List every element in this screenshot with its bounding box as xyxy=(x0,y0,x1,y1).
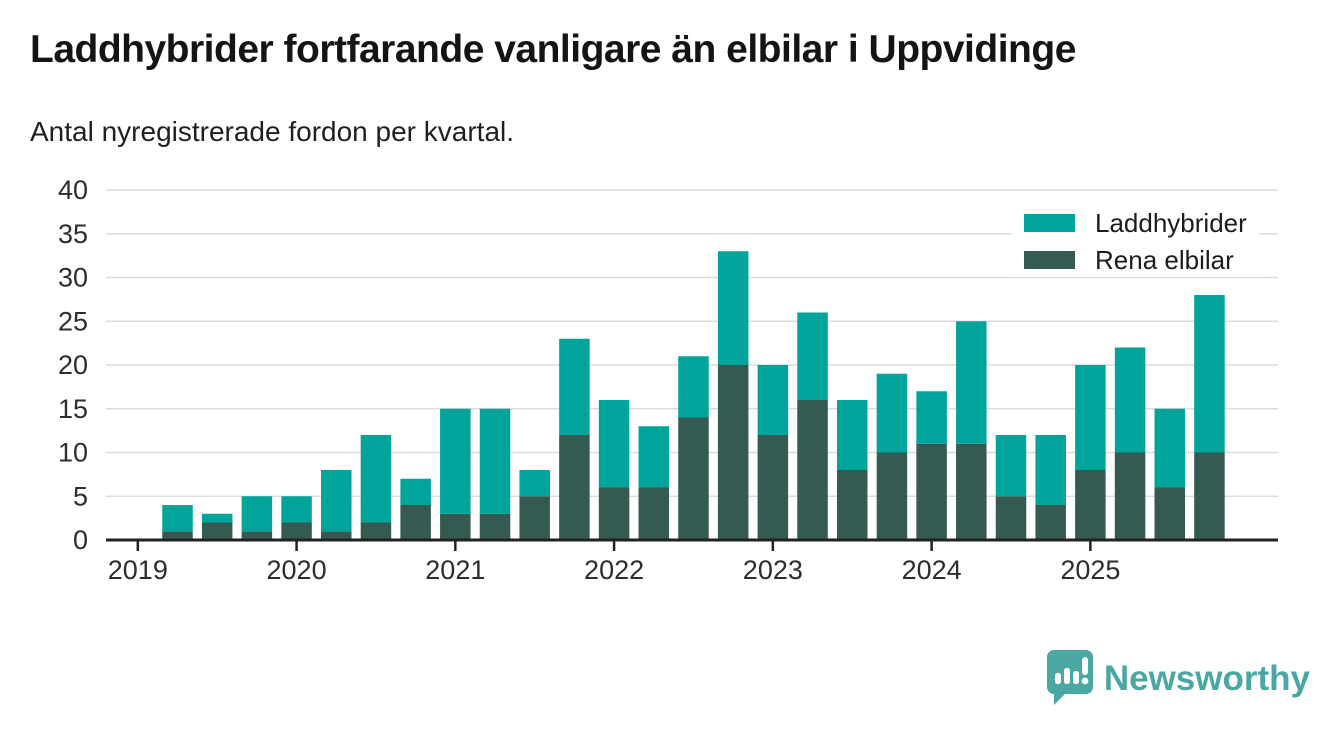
y-axis-label: 15 xyxy=(58,394,88,424)
brand-logo: Newsworthy xyxy=(1046,649,1310,709)
x-axis-label: 2021 xyxy=(425,555,485,585)
bar-segment-rena-elbilar xyxy=(797,400,828,540)
y-axis-label: 5 xyxy=(73,481,88,511)
legend-swatch-laddhybrider xyxy=(1024,214,1075,232)
y-axis-label: 20 xyxy=(58,350,88,380)
bar-segment-rena-elbilar xyxy=(599,488,630,541)
bar-segment-rena-elbilar xyxy=(1194,453,1225,541)
bar-segment-laddhybrider xyxy=(996,435,1027,496)
bar-segment-rena-elbilar xyxy=(281,523,312,541)
bar-segment-laddhybrider xyxy=(678,356,709,417)
bar-segment-laddhybrider xyxy=(1035,435,1066,505)
bar-segment-laddhybrider xyxy=(1155,409,1186,488)
bar-segment-rena-elbilar xyxy=(559,435,590,540)
bar-segment-laddhybrider xyxy=(202,514,233,523)
bar-segment-laddhybrider xyxy=(599,400,630,488)
x-axis-label: 2024 xyxy=(902,555,962,585)
bar-segment-laddhybrider xyxy=(559,339,590,435)
bar-segment-laddhybrider xyxy=(242,496,273,531)
legend-item-rena-elbilar: Rena elbilar xyxy=(1024,251,1247,269)
bar-segment-laddhybrider xyxy=(1115,348,1146,453)
bar-segment-rena-elbilar xyxy=(1035,505,1066,540)
bar-segment-laddhybrider xyxy=(1194,295,1225,453)
x-axis-label: 2022 xyxy=(584,555,644,585)
bar-segment-rena-elbilar xyxy=(639,488,670,541)
bar-segment-laddhybrider xyxy=(400,479,431,505)
bar-segment-rena-elbilar xyxy=(480,514,511,540)
stacked-bar-chart: 2019202020212022202320242025051015202530… xyxy=(0,0,1340,733)
newsworthy-icon xyxy=(1046,649,1094,709)
bar-segment-rena-elbilar xyxy=(916,444,947,540)
bar-segment-laddhybrider xyxy=(321,470,352,531)
bar-segment-rena-elbilar xyxy=(877,453,908,541)
bar-segment-laddhybrider xyxy=(440,409,471,514)
y-axis-label: 0 xyxy=(73,525,88,555)
bar-segment-rena-elbilar xyxy=(956,444,987,540)
bar-segment-rena-elbilar xyxy=(996,496,1027,540)
bar-segment-rena-elbilar xyxy=(1115,453,1146,541)
bar-segment-laddhybrider xyxy=(639,426,670,487)
bar-segment-laddhybrider xyxy=(758,365,789,435)
bar-segment-rena-elbilar xyxy=(400,505,431,540)
legend-swatch-rena-elbilar xyxy=(1024,251,1075,269)
legend-item-laddhybrider: Laddhybrider xyxy=(1024,214,1247,232)
bar-segment-rena-elbilar xyxy=(1155,488,1186,541)
bar-segment-rena-elbilar xyxy=(718,365,749,540)
y-axis-label: 30 xyxy=(58,263,88,293)
bar-segment-laddhybrider xyxy=(162,505,193,531)
bar-segment-rena-elbilar xyxy=(440,514,471,540)
bar-segment-laddhybrider xyxy=(956,321,987,444)
y-axis-label: 35 xyxy=(58,219,88,249)
bar-segment-rena-elbilar xyxy=(202,523,233,541)
bar-segment-laddhybrider xyxy=(361,435,392,523)
y-axis-label: 25 xyxy=(58,306,88,336)
bar-segment-rena-elbilar xyxy=(361,523,392,541)
bar-segment-laddhybrider xyxy=(281,496,312,522)
bar-segment-laddhybrider xyxy=(519,470,550,496)
bar-segment-laddhybrider xyxy=(837,400,868,470)
legend-label-laddhybrider: Laddhybrider xyxy=(1095,214,1247,232)
x-axis-label: 2023 xyxy=(743,555,803,585)
brand-name: Newsworthy xyxy=(1104,659,1310,699)
y-axis-label: 10 xyxy=(58,438,88,468)
bar-segment-rena-elbilar xyxy=(1075,470,1106,540)
bar-segment-laddhybrider xyxy=(480,409,511,514)
bar-segment-laddhybrider xyxy=(916,391,947,444)
legend-label-rena-elbilar: Rena elbilar xyxy=(1095,251,1234,269)
bar-segment-rena-elbilar xyxy=(678,418,709,541)
bar-segment-laddhybrider xyxy=(718,251,749,365)
x-axis-label: 2025 xyxy=(1060,555,1120,585)
bar-segment-laddhybrider xyxy=(797,313,828,401)
chart-legend: Laddhybrider Rena elbilar xyxy=(1012,208,1259,277)
bar-segment-rena-elbilar xyxy=(837,470,868,540)
bar-segment-laddhybrider xyxy=(877,374,908,453)
bar-segment-rena-elbilar xyxy=(519,496,550,540)
y-axis-label: 40 xyxy=(58,175,88,205)
bar-segment-laddhybrider xyxy=(1075,365,1106,470)
chart-page: Laddhybrider fortfarande vanligare än el… xyxy=(0,0,1340,733)
x-axis-label: 2020 xyxy=(267,555,327,585)
bar-segment-rena-elbilar xyxy=(758,435,789,540)
x-axis-label: 2019 xyxy=(108,555,168,585)
